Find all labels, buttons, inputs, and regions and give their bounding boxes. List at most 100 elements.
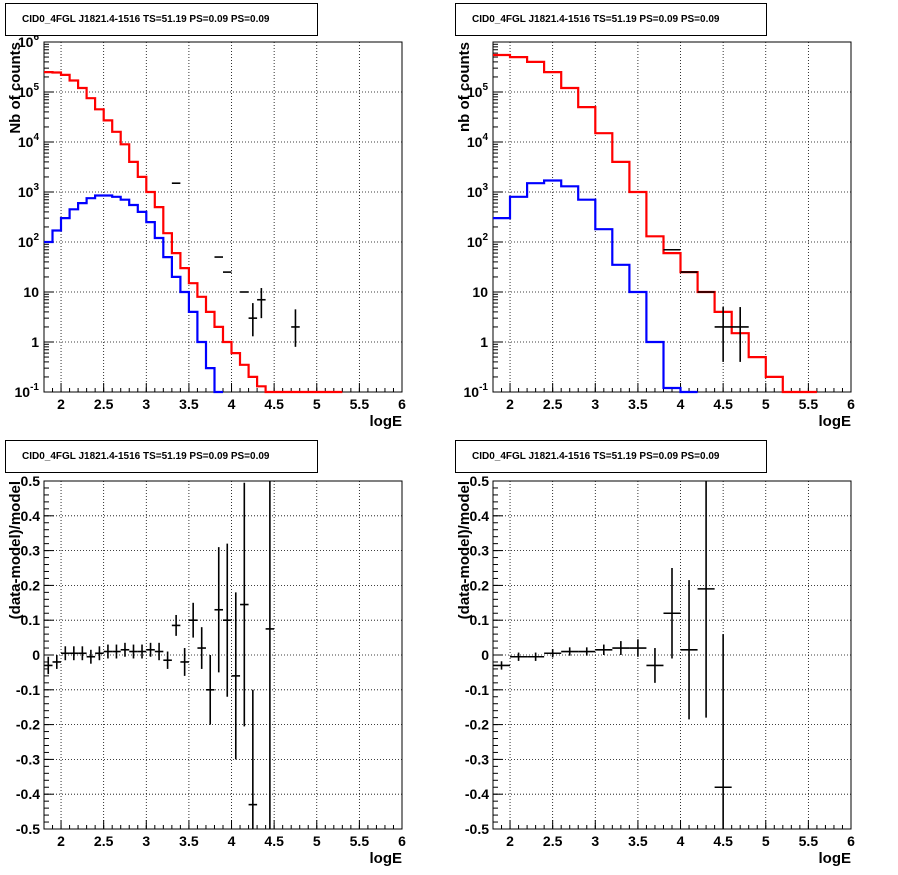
x-axis-label: logE [819,850,852,867]
y-tick-label: 0 [32,647,40,663]
y-tick-label: 0 [481,647,489,663]
chart-title: CID0_4FGL J1821.4-1516 TS=51.19 PS=0.09 … [472,14,720,25]
y-tick-label: 102 [467,232,489,250]
y-tick-label: 1 [31,334,39,350]
y-tick-label: 10 [472,284,488,300]
y-tick-label: 103 [467,182,489,200]
x-tick-label: 3.5 [628,833,648,849]
y-tick-label: 0.1 [470,612,490,628]
chart-title: CID0_4FGL J1821.4-1516 TS=51.19 PS=0.09 … [472,451,720,462]
x-tick-label: 6 [847,396,855,412]
x-tick-label: 3 [142,833,150,849]
y-tick-label: -0.4 [16,786,40,802]
x-tick-label: 2.5 [543,396,563,412]
y-tick-label: 102 [18,232,40,250]
y-tick-label: -0.5 [465,821,489,837]
model-histogram-line [493,53,817,394]
y-axis-label: Nb of counts [7,42,24,134]
y-tick-label: 10-1 [464,382,489,400]
y-tick-label: 0.1 [21,612,41,628]
x-axis-label: logE [370,850,403,867]
panel-3: 2 2.5 3 3.5 4 4.5 5 5.5 6 -0.5 -0.4 -0.3 -0.2 -0.1 0 0.… [5,440,406,867]
y-axis-label: (data-model)/model [456,481,473,619]
model-histogram-line [44,194,223,394]
x-tick-label: 3 [591,833,599,849]
x-tick-label: 2 [506,396,514,412]
y-axis-label: nb of counts [456,42,473,132]
x-tick-label: 4.5 [264,833,284,849]
x-tick-label: 2 [506,833,514,849]
x-tick-label: 2.5 [543,833,563,849]
x-tick-label: 4 [228,833,236,849]
x-axis-label: logE [819,413,852,430]
x-tick-label: 5.5 [350,833,370,849]
title-box [5,440,318,473]
x-tick-label: 5.5 [350,396,370,412]
y-tick-label: 10 [23,284,39,300]
x-tick-label: 5 [313,833,321,849]
y-tick-label: 105 [18,82,40,100]
plot-frame [43,480,403,830]
x-tick-label: 2.5 [94,396,114,412]
y-tick-label: -0.2 [465,717,489,733]
x-axis-label: logE [370,413,403,430]
y-tick-label: 0.2 [470,577,490,593]
x-tick-label: 4 [677,833,685,849]
x-tick-label: 3 [142,396,150,412]
x-tick-label: 5 [762,833,770,849]
x-tick-label: 2 [57,396,65,412]
y-tick-label: 0.2 [21,577,41,593]
title-box [455,440,767,473]
y-tick-label: -0.2 [16,717,40,733]
y-tick-label: 0.3 [470,543,490,559]
y-tick-label: 104 [18,132,40,150]
y-tick-label: -0.3 [465,751,489,767]
x-tick-label: 3.5 [179,396,199,412]
x-tick-label: 5 [313,396,321,412]
y-tick-label: -0.1 [16,682,40,698]
x-tick-label: 4.5 [264,396,284,412]
x-tick-label: 6 [847,833,855,849]
x-tick-label: 5.5 [799,396,819,412]
title-box [455,3,767,36]
x-tick-label: 4.5 [713,833,733,849]
y-tick-label: 0.4 [21,508,41,524]
y-tick-label: 10-1 [15,382,40,400]
x-tick-label: 3.5 [179,833,199,849]
x-tick-label: 5.5 [799,833,819,849]
y-tick-label: 0.3 [21,543,41,559]
x-tick-label: 3 [591,396,599,412]
y-tick-label: 106 [18,32,40,50]
panel-2: 2 2.5 3 3.5 4 4.5 5 5.5 6 10-1 1 10 102 103 104 105 logE… [455,3,855,430]
model-histogram-line [493,179,698,394]
x-tick-label: 4 [677,396,685,412]
panel-1: 2 2.5 3 3.5 4 4.5 5 5.5 6 10-1 1 10 102 103 104 105 106 l… [5,3,406,430]
model-histogram-line [44,71,343,394]
y-tick-label: 1 [480,334,488,350]
y-tick-label: 0.5 [470,473,490,489]
x-tick-label: 2 [57,833,65,849]
x-tick-label: 4.5 [713,396,733,412]
chart-title: CID0_4FGL J1821.4-1516 TS=51.19 PS=0.09 … [22,451,270,462]
y-axis-label: (data-model)/model [7,481,24,619]
title-box [5,3,318,36]
y-tick-label: 105 [467,82,489,100]
y-tick-label: 0.5 [21,473,41,489]
x-tick-label: 3.5 [628,396,648,412]
y-tick-label: -0.4 [465,786,489,802]
x-tick-label: 5 [762,396,770,412]
x-tick-label: 2.5 [94,833,114,849]
y-tick-label: 104 [467,132,489,150]
panel-4: 2 2.5 3 3.5 4 4.5 5 5.5 6 -0.5 -0.4 -0.3 -0.2 -0.1 0 0.… [455,440,855,867]
y-tick-label: -0.5 [16,821,40,837]
chart-title: CID0_4FGL J1821.4-1516 TS=51.19 PS=0.09 … [22,14,270,25]
y-tick-label: -0.3 [16,751,40,767]
plot-frame [492,41,852,393]
y-tick-label: 0.4 [470,508,490,524]
y-tick-label: -0.1 [465,682,489,698]
x-tick-label: 6 [398,833,406,849]
x-tick-label: 4 [228,396,236,412]
y-tick-label: 103 [18,182,40,200]
x-tick-label: 6 [398,396,406,412]
